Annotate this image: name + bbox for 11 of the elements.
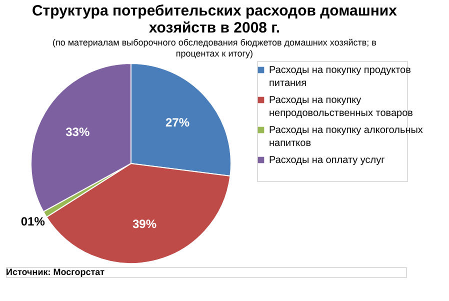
legend-label: Расходы на оплату услуг — [269, 155, 386, 166]
data-label: 39% — [132, 217, 157, 232]
text: Источник: Мосгорстат — [6, 267, 106, 277]
data-label: 01% — [20, 214, 46, 229]
legend-label: Расходы на покупку алкогольных напитков — [269, 125, 423, 149]
legend-label: Расходы на покупку продуктов питания — [269, 65, 411, 89]
data-label: 27% — [165, 116, 190, 130]
legend-label: Расходы на покупку непродовольственных товаров — [269, 95, 413, 119]
chart-title: Структура потребительских расходов домашних хозяйств в 2008 г. — [32, 2, 398, 36]
chart-subtitle: (по материалам выборочного обследования бюджетов домашних хозяйств; в процентах к итогу) — [52, 38, 377, 58]
data-label: 33% — [66, 124, 90, 139]
